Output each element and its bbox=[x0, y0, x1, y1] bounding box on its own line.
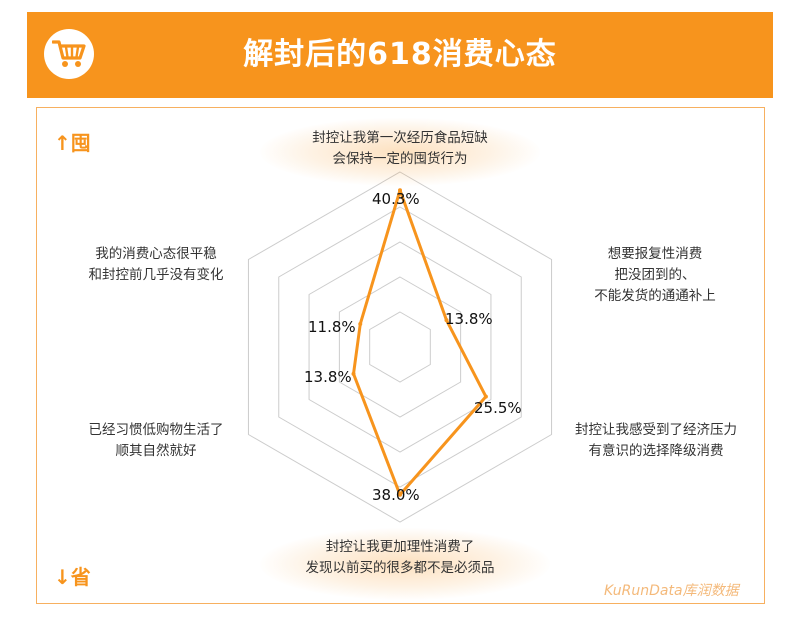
grid-ring-3 bbox=[308, 241, 492, 453]
data-point-4 bbox=[351, 371, 356, 376]
grid-ring-1 bbox=[369, 311, 431, 383]
category-label-2: 封控让我感受到了经济压力 有意识的选择降级消费 bbox=[506, 420, 800, 462]
category-label-1: 想要报复性消费 把没团到的、不能发货的通通补上 bbox=[505, 244, 800, 307]
category-label-1-line-2: 不能发货的通通补上 bbox=[594, 288, 716, 304]
data-point-1 bbox=[444, 318, 449, 323]
value-label-1: 13.8% bbox=[445, 310, 493, 328]
grid-ring-4 bbox=[278, 206, 522, 488]
value-label-5: 11.8% bbox=[308, 318, 356, 336]
header-bar: 解封后的618消费心态 bbox=[27, 12, 773, 98]
value-label-2: 25.5% bbox=[474, 399, 522, 417]
grid-ring-5 bbox=[247, 171, 553, 523]
category-label-5-line-0: 我的消费心态很平稳 bbox=[95, 246, 217, 262]
category-label-1-line-0: 想要报复性消费 bbox=[607, 246, 703, 262]
watermark: KuRunData库润数据 bbox=[604, 583, 739, 599]
category-label-4-line-0: 已经习惯低购物生活了 bbox=[88, 422, 224, 438]
data-point-0 bbox=[398, 188, 402, 193]
data-point-5 bbox=[358, 322, 363, 327]
value-label-4: 13.8% bbox=[304, 368, 352, 386]
axis-bottom-label: ↓省 bbox=[54, 565, 91, 589]
category-label-4: 已经习惯低购物生活了 顺其自然就好 bbox=[6, 420, 306, 462]
category-label-5-line-1: 和封控前几乎没有变化 bbox=[88, 267, 224, 283]
category-label-4-line-1: 顺其自然就好 bbox=[115, 443, 197, 459]
category-label-3-line-1: 发现以前买的很多都不是必须品 bbox=[305, 560, 495, 576]
category-label-5: 我的消费心态很平稳 和封控前几乎没有变化 bbox=[6, 244, 306, 286]
label-highlight-0 bbox=[260, 118, 540, 186]
category-label-0-line-1: 会保持一定的囤货行为 bbox=[332, 151, 468, 167]
data-point-2 bbox=[483, 394, 488, 399]
shopping-cart-icon bbox=[52, 40, 86, 67]
category-label-0-line-0: 封控让我第一次经历食品短缺 bbox=[312, 130, 488, 146]
category-label-1-line-1: 把没团到的、 bbox=[614, 267, 696, 283]
axis-top-label: ↑囤 bbox=[54, 131, 91, 155]
value-label-3: 38.0% bbox=[372, 486, 420, 504]
category-label-2-line-1: 有意识的选择降级消费 bbox=[588, 443, 724, 459]
grid-ring-2 bbox=[338, 276, 462, 418]
category-label-3: 封控让我更加理性消费了发现以前买的很多都不是必须品 bbox=[250, 537, 550, 579]
category-label-3-line-0: 封控让我更加理性消费了 bbox=[325, 539, 475, 555]
category-label-0: 封控让我第一次经历食品短缺 会保持一定的囤货行为 bbox=[250, 128, 550, 170]
cart-badge bbox=[44, 29, 94, 79]
category-label-2-line-0: 封控让我感受到了经济压力 bbox=[575, 422, 737, 438]
data-point-3 bbox=[398, 492, 402, 497]
value-label-0: 40.3% bbox=[372, 190, 420, 208]
label-highlight-1 bbox=[260, 528, 550, 600]
page-title: 解封后的618消费心态 bbox=[243, 37, 557, 72]
